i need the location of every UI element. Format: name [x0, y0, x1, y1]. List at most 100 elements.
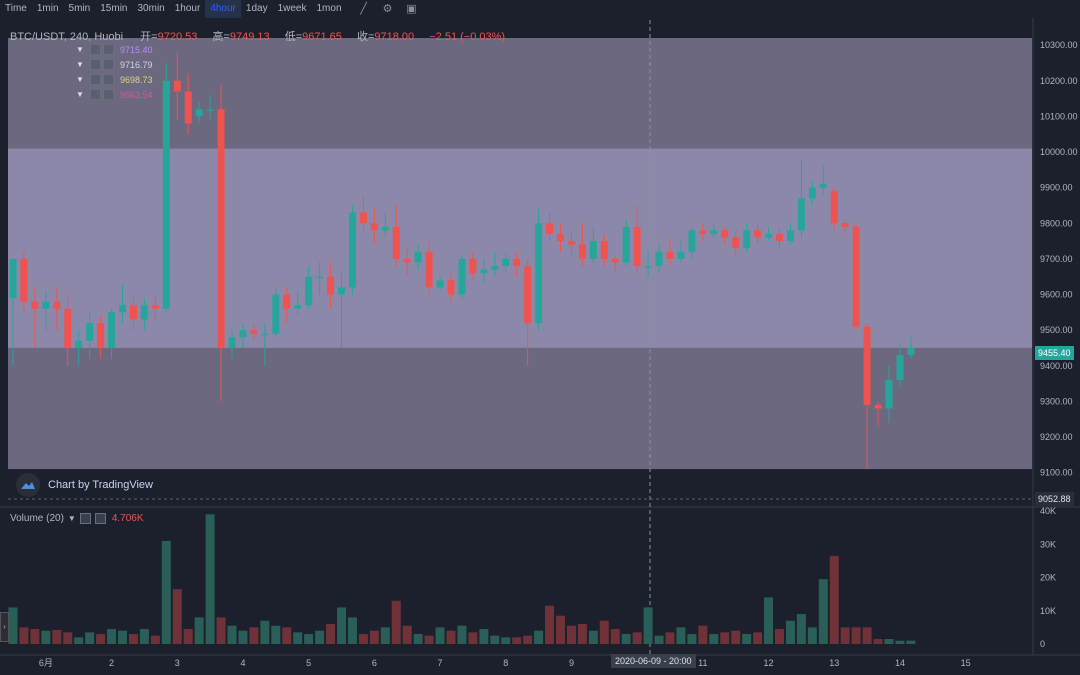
volume-bar [326, 624, 336, 644]
expand-handle-icon[interactable]: › [0, 612, 9, 642]
time-tick-label: 6月 [39, 658, 53, 668]
close-icon[interactable] [103, 89, 114, 100]
candle-body [20, 258, 28, 302]
candle-body [666, 251, 674, 259]
volume-bar [315, 630, 325, 644]
volume-bar [337, 607, 346, 644]
candle-body [261, 333, 269, 336]
volume-bar [566, 625, 576, 644]
time-tick-label: 4 [240, 658, 245, 668]
candle-body [140, 305, 148, 320]
timeframe-15min[interactable]: 15min [100, 3, 128, 14]
candle-body [819, 184, 827, 188]
volume-bar [63, 632, 73, 644]
volume-bar [490, 635, 500, 644]
timeframe-1hour[interactable]: 1hour [174, 3, 201, 14]
timeframe-5min[interactable]: 5min [68, 3, 91, 14]
timeframe-1day[interactable]: 1day [245, 3, 268, 14]
chart-type-icon[interactable]: ╱ [360, 3, 367, 15]
caret-down-icon[interactable]: ▼ [76, 45, 84, 54]
candle-body [414, 251, 422, 263]
timeframe-1mon[interactable]: 1mon [316, 3, 342, 14]
candle-body [381, 226, 389, 231]
timeframe-time[interactable]: Time [5, 3, 27, 14]
candle-body [9, 258, 17, 299]
volume-bar [818, 579, 828, 644]
volume-bar [238, 630, 248, 644]
candle-body [513, 258, 521, 267]
volume-bar [249, 627, 259, 644]
volume-bar [523, 635, 533, 644]
candle-body [250, 330, 258, 334]
time-tick-label: 7 [438, 658, 443, 668]
volume-label[interactable]: Volume (20) [10, 513, 64, 524]
volume-bar [895, 640, 905, 644]
candle-body [64, 308, 72, 348]
tradingview-attribution[interactable]: Chart by TradingView [16, 473, 153, 497]
low-label: 低= [284, 31, 303, 43]
visibility-icon[interactable] [90, 74, 101, 85]
volume-bar [52, 630, 62, 644]
candle-body [808, 187, 816, 199]
price-band [8, 148, 1032, 348]
price-tick-label: 9500.00 [1040, 325, 1073, 335]
candle-body [841, 223, 849, 227]
caret-down-icon[interactable]: ▼ [76, 60, 84, 69]
visibility-icon[interactable] [90, 89, 101, 100]
candle-body [217, 109, 225, 348]
candle-body [611, 258, 619, 263]
candle-body [754, 230, 762, 238]
volume-bar [906, 640, 916, 644]
timeframe-4hour[interactable]: 4hour [205, 0, 241, 18]
open-value: 9720.53 [157, 31, 198, 43]
volume-bar [545, 605, 555, 644]
crosshair-date-tag: 2020-06-09 - 20:00 [611, 654, 696, 668]
price-band [8, 347, 1032, 470]
candle-body [272, 294, 280, 334]
ma-value: 9716.79 [120, 59, 153, 70]
close-icon[interactable] [103, 59, 114, 70]
timeframe-30min[interactable]: 30min [137, 3, 165, 14]
candle-body [151, 305, 159, 309]
volume-bar [654, 635, 664, 644]
caret-down-icon[interactable]: ▼ [67, 514, 76, 523]
volume-bar [424, 635, 434, 644]
screenshot-icon[interactable]: ▣ [406, 3, 417, 15]
volume-tick-label: 30K [1040, 539, 1056, 549]
visibility-icon[interactable] [79, 513, 91, 524]
volume-bar [347, 617, 357, 644]
volume-bar [753, 632, 763, 644]
visibility-icon[interactable] [90, 44, 101, 55]
price-tick-label: 9400.00 [1040, 361, 1073, 371]
volume-tick-label: 0 [1040, 639, 1045, 649]
close-icon[interactable] [103, 74, 114, 85]
close-icon[interactable] [94, 513, 106, 524]
candle-body [97, 323, 105, 348]
volume-bar [884, 639, 894, 644]
candle-body [119, 305, 126, 313]
settings-icon[interactable]: ⚙ [382, 3, 393, 15]
candle-body [305, 276, 313, 306]
candle-body [688, 230, 696, 252]
caret-down-icon[interactable]: ▼ [76, 90, 84, 99]
volume-bar [216, 617, 226, 644]
time-tick-label: 12 [764, 658, 774, 668]
candle-body [589, 241, 597, 259]
timeframe-1min[interactable]: 1min [36, 3, 59, 14]
visibility-icon[interactable] [90, 59, 101, 70]
close-icon[interactable] [103, 44, 114, 55]
timeframe-1week[interactable]: 1week [277, 3, 307, 14]
caret-down-icon[interactable]: ▼ [76, 75, 84, 84]
time-tick-label: 15 [961, 658, 971, 668]
candle-body [206, 109, 214, 111]
ma-legend-row: ▼ 9716.79 [76, 59, 153, 70]
volume-bar [720, 632, 730, 644]
candle-body [699, 230, 707, 234]
volume-bar [446, 630, 456, 644]
symbol-label[interactable]: BTC/USDT, 240, Huobi [10, 31, 124, 43]
candle-body [480, 269, 488, 274]
candle-body [436, 280, 444, 288]
volume-bar [358, 634, 368, 644]
candle-body [776, 233, 783, 242]
